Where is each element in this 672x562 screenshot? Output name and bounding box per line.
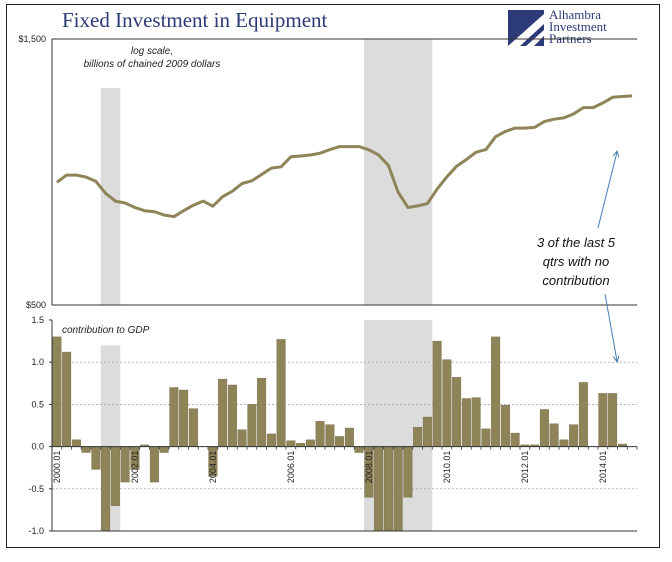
contribution-bar: [305, 439, 315, 447]
contribution-bar: [578, 382, 588, 447]
contribution-bar: [354, 446, 364, 453]
top-y-tick-label: $1,500: [18, 34, 46, 44]
bottom-y-tick-label: 1.0: [31, 357, 44, 367]
contribution-bar: [374, 446, 384, 532]
recession-band-top: [364, 39, 433, 305]
contribution-bar: [169, 387, 179, 447]
contribution-bar: [62, 351, 72, 447]
contribution-bar: [452, 377, 462, 447]
units-note: billions of chained 2009 dollars: [84, 59, 221, 70]
contribution-bar: [598, 393, 608, 447]
contribution-bar: [257, 378, 267, 447]
contribution-bar: [188, 408, 198, 447]
callout-arrow-top: [597, 152, 617, 229]
contribution-bar: [539, 409, 549, 447]
logo-line-2: Investment: [549, 19, 607, 34]
contribution-bar: [286, 440, 296, 447]
contribution-panel: [52, 336, 627, 532]
contribution-bar: [218, 378, 228, 447]
gridlines: [52, 361, 637, 490]
bottom-y-tick-label: -0.5: [28, 484, 44, 494]
x-tick-label: 2010.01: [442, 451, 452, 484]
contribution-bar: [491, 336, 501, 447]
logo-wordmark: Alhambra Investment Partners: [549, 7, 607, 45]
x-tick-label: 2006.01: [286, 451, 296, 484]
bottom-y-tick-label: 1.5: [31, 315, 44, 325]
contribution-bar: [227, 384, 237, 447]
contribution-bar: [413, 426, 423, 447]
contribution-bar: [120, 446, 130, 483]
callout-line-3: contribution: [542, 273, 609, 288]
contribution-bar: [247, 404, 257, 447]
contribution-bar: [403, 446, 413, 498]
contribution-bar: [325, 424, 335, 447]
x-tick-label: 2014.01: [598, 451, 608, 484]
x-tick-label: 2002.01: [130, 451, 140, 484]
x-tick-label: 2008.01: [364, 451, 374, 484]
alhambra-logo-icon: [508, 10, 544, 46]
callout-line-2: qtrs with no: [543, 254, 609, 269]
chart-title: Fixed Investment in Equipment: [62, 8, 328, 32]
contribution-bar: [91, 446, 101, 470]
bottom-y-tick-label: -1.0: [28, 526, 44, 536]
contribution-bar: [101, 446, 111, 532]
contribution-bar: [549, 423, 559, 447]
contribution-bar: [296, 443, 306, 447]
contribution-bar: [500, 405, 510, 447]
contribution-bar: [393, 446, 403, 532]
contribution-bar: [149, 446, 159, 483]
x-tick-label: 2004.01: [208, 451, 218, 484]
level-panel: [56, 94, 633, 219]
contribution-bar: [335, 436, 345, 447]
callout-arrow-bottom: [604, 293, 617, 361]
log-scale-note: log scale,: [131, 46, 173, 57]
x-tick-label: 2000.01: [52, 451, 62, 484]
x-tick-label: 2012.01: [520, 451, 530, 484]
contribution-bar: [52, 336, 62, 447]
logo-line-1: Alhambra: [549, 7, 601, 22]
callout-line-1: 3 of the last 5: [537, 235, 616, 250]
contribution-bar: [71, 439, 81, 447]
alhambra-logo: Alhambra Investment Partners: [508, 7, 658, 50]
contribution-bar: [315, 421, 325, 447]
contribution-bar: [471, 397, 481, 447]
contribution-bar: [442, 359, 452, 447]
bottom-y-tick-label: 0.5: [31, 399, 44, 409]
axes: $500 $1,500 1.5 1.0 0.5 0.0 -0.5 -1.0 2000.01 200…: [18, 34, 638, 536]
contribution-bar: [159, 446, 169, 453]
contribution-bar: [608, 393, 618, 447]
contribution-bar: [461, 398, 471, 447]
contribution-bar: [559, 439, 569, 447]
contribution-bar: [179, 389, 189, 447]
contribution-bar: [110, 446, 120, 506]
contribution-bar: [344, 427, 354, 447]
contribution-bar: [276, 339, 286, 447]
contribution-bar: [510, 432, 520, 447]
contribution-note: contribution to GDP: [62, 325, 150, 336]
top-y-tick-label: $500: [26, 300, 46, 310]
contribution-bar: [266, 433, 276, 447]
contribution-bar: [237, 429, 247, 447]
contribution-bar: [422, 416, 432, 447]
contribution-bar: [481, 428, 491, 447]
equipment-investment-line: [56, 94, 633, 219]
contribution-bar: [81, 446, 91, 453]
contribution-bar: [569, 424, 579, 447]
callout-annotation: 3 of the last 5 qtrs with no contributio…: [537, 152, 617, 361]
contribution-bar: [432, 340, 442, 447]
bottom-y-tick-label: 0.0: [31, 442, 44, 452]
contribution-bar: [383, 446, 393, 532]
